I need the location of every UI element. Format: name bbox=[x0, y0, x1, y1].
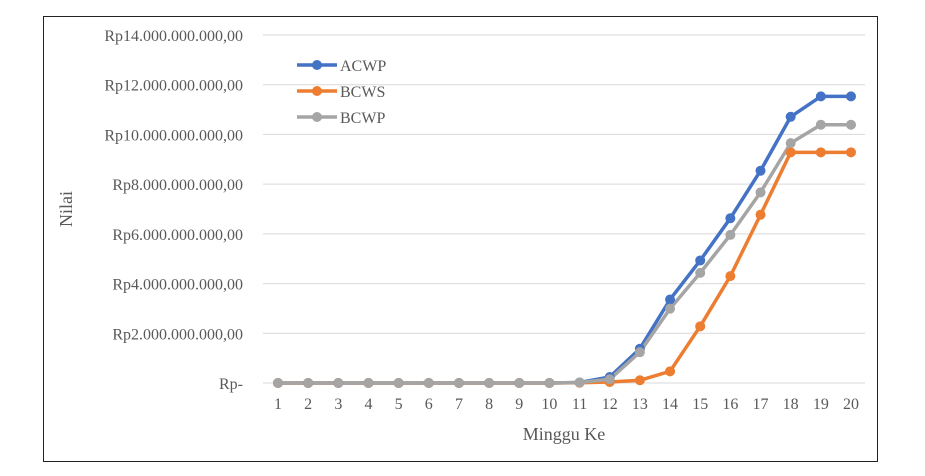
data-point-bcwp bbox=[815, 119, 826, 130]
x-tick-label: 18 bbox=[783, 396, 799, 413]
x-tick-label: 15 bbox=[692, 396, 708, 413]
y-tick-label: Rp14.000.000.000,00 bbox=[104, 28, 243, 45]
x-tick-label: 12 bbox=[602, 396, 618, 413]
x-tick-label: 14 bbox=[662, 396, 678, 413]
data-point-bcwp bbox=[665, 303, 676, 314]
x-tick-label: 17 bbox=[753, 396, 769, 413]
y-axis-label: Nilai bbox=[56, 191, 76, 227]
data-point-acwp bbox=[665, 294, 676, 305]
x-tick-label: 19 bbox=[813, 396, 829, 413]
data-point-acwp bbox=[846, 91, 856, 102]
data-point-bcwp bbox=[574, 377, 585, 388]
legend-label: ACWP bbox=[340, 58, 386, 75]
x-tick-label: 6 bbox=[425, 396, 433, 413]
data-point-bcwp bbox=[604, 374, 615, 385]
data-point-bcwp bbox=[484, 378, 495, 388]
y-tick-label: Rp12.000.000.000,00 bbox=[104, 78, 243, 95]
data-point-bcws bbox=[785, 147, 796, 158]
legend-label: BCWP bbox=[340, 110, 385, 127]
data-point-bcwp bbox=[634, 347, 645, 358]
x-tick-label: 3 bbox=[334, 396, 342, 413]
series-line-bcwp bbox=[278, 122, 851, 385]
data-point-bcwp bbox=[725, 229, 736, 240]
data-point-bcws bbox=[755, 209, 766, 220]
x-tick-label: 8 bbox=[485, 396, 493, 413]
data-point-bcwp bbox=[423, 378, 434, 388]
data-point-bcws bbox=[815, 147, 826, 158]
data-point-bcwp bbox=[785, 138, 796, 149]
legend-marker-acwp bbox=[312, 60, 322, 70]
legend-marker-bcwp bbox=[312, 112, 322, 122]
x-tick-label: 5 bbox=[395, 396, 403, 413]
data-point-bcwp bbox=[544, 378, 555, 388]
data-point-bcws bbox=[725, 271, 736, 282]
data-point-acwp bbox=[755, 165, 766, 176]
legend-label: BCWS bbox=[340, 84, 385, 101]
x-tick-label: 7 bbox=[455, 396, 463, 413]
x-tick-label: 1 bbox=[274, 396, 282, 413]
data-point-bcwp bbox=[755, 187, 766, 198]
data-point-bcwp bbox=[514, 378, 525, 388]
x-tick-label: 2 bbox=[304, 396, 312, 413]
data-point-bcwp bbox=[393, 378, 404, 388]
x-tick-label: 16 bbox=[722, 396, 738, 413]
series-line-acwp bbox=[278, 94, 851, 385]
data-point-bcwp bbox=[695, 267, 706, 278]
data-point-bcws bbox=[665, 366, 676, 377]
y-tick-label: Rp- bbox=[219, 376, 243, 393]
data-point-acwp bbox=[695, 255, 706, 266]
data-point-bcwp bbox=[303, 378, 314, 388]
data-point-bcwp bbox=[453, 378, 464, 388]
data-point-bcws bbox=[634, 375, 645, 386]
y-tick-label: Rp8.000.000.000,00 bbox=[112, 177, 243, 194]
y-tick-label: Rp2.000.000.000,00 bbox=[112, 326, 243, 343]
data-point-bcws bbox=[846, 147, 856, 158]
data-point-bcwp bbox=[333, 378, 344, 388]
y-tick-label: Rp10.000.000.000,00 bbox=[104, 127, 243, 144]
data-point-bcwp bbox=[273, 378, 283, 388]
data-point-acwp bbox=[725, 213, 736, 224]
x-tick-label: 4 bbox=[364, 396, 372, 413]
x-tick-label: 9 bbox=[515, 396, 523, 413]
x-tick-label: 10 bbox=[541, 396, 557, 413]
data-point-bcwp bbox=[846, 119, 856, 130]
x-tick-label: 20 bbox=[843, 396, 859, 413]
data-point-acwp bbox=[785, 111, 796, 122]
data-point-bcws bbox=[695, 321, 706, 332]
y-tick-label: Rp6.000.000.000,00 bbox=[112, 227, 243, 244]
x-axis-label: Minggu Ke bbox=[523, 424, 606, 444]
legend-marker-bcws bbox=[312, 86, 322, 96]
y-tick-label: Rp4.000.000.000,00 bbox=[112, 277, 243, 294]
chart-frame bbox=[43, 16, 878, 462]
x-tick-label: 13 bbox=[632, 396, 648, 413]
data-point-bcwp bbox=[363, 378, 374, 388]
x-tick-label: 11 bbox=[572, 396, 587, 413]
data-point-acwp bbox=[815, 91, 826, 102]
